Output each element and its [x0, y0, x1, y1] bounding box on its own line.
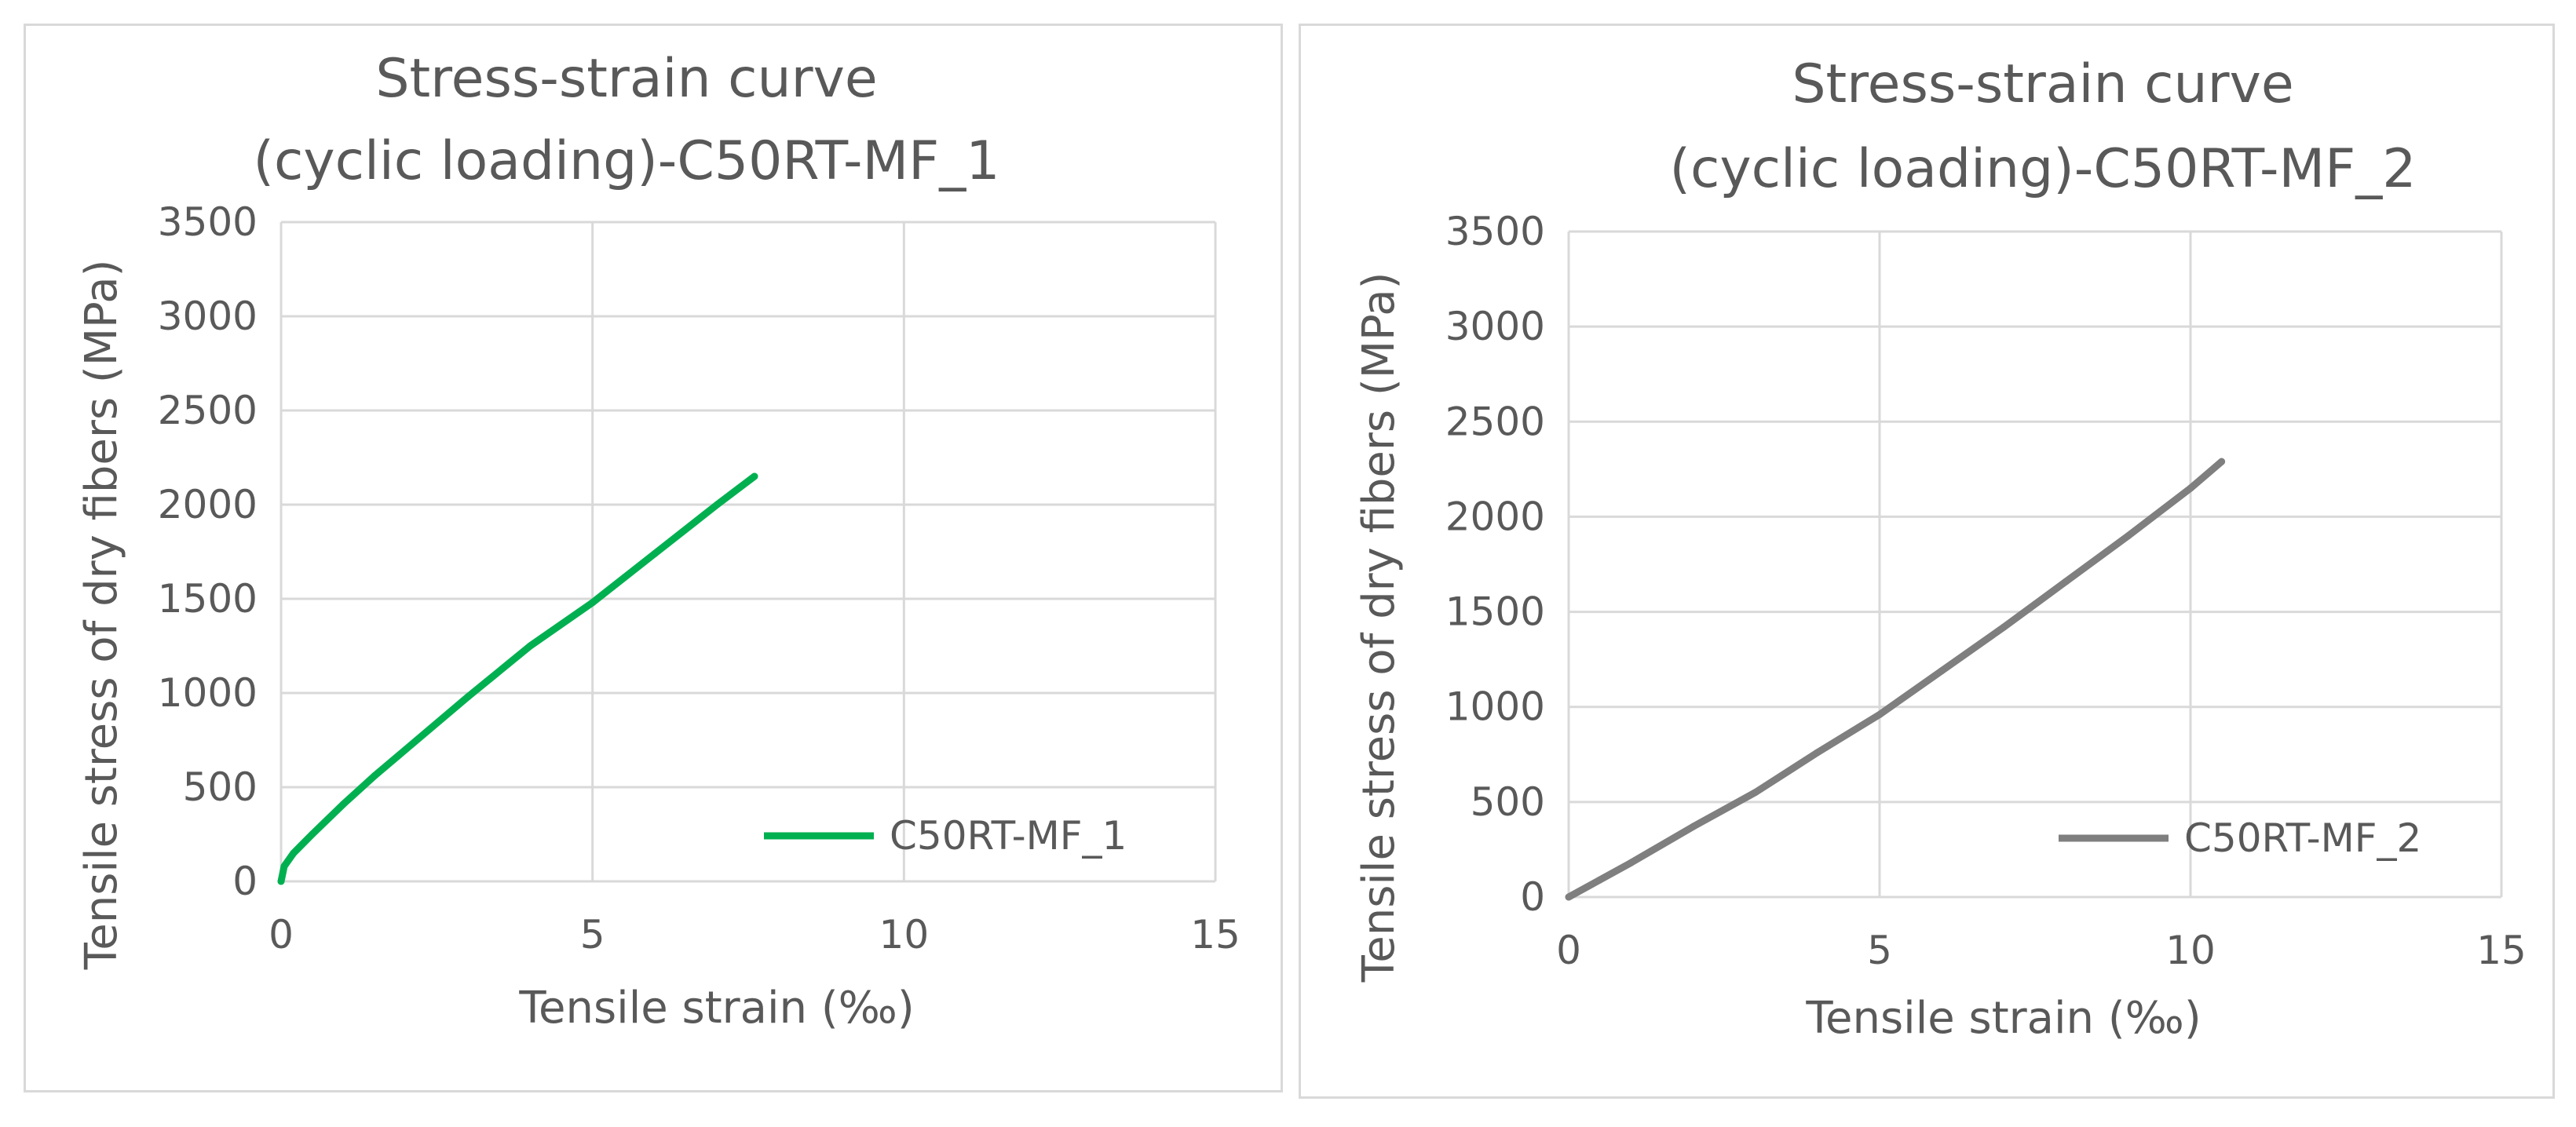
- data-point: [526, 642, 534, 650]
- data-point: [1565, 893, 1573, 901]
- data-point: [280, 863, 288, 870]
- stress-strain-chart-1: Stress-strain curve (cyclic loading)-C50R…: [76, 48, 1240, 1034]
- y-tick-label: 2500: [1445, 399, 1545, 444]
- x-tick-label: 0: [1556, 928, 1581, 973]
- series-line-c50rt-mf_2: [1565, 458, 2226, 901]
- y-tick-label: 1500: [1445, 589, 1545, 635]
- data-point: [371, 772, 378, 780]
- x-tick-label: 10: [879, 912, 930, 957]
- y-tick-label: 1000: [158, 670, 258, 716]
- data-point: [2000, 623, 2008, 631]
- x-tick-label: 15: [1190, 912, 1240, 957]
- legend-label: C50RT-MF_1: [890, 813, 1127, 859]
- y-tick-label: 2000: [158, 482, 258, 527]
- data-point: [1627, 859, 1635, 866]
- y-axis-label: Tensile stress of dry fibers (MPa): [1354, 272, 1405, 983]
- data-point: [402, 746, 410, 753]
- data-point: [464, 693, 472, 701]
- y-tick-label: 3000: [158, 294, 258, 339]
- y-axis-label: Tensile stress of dry fibers (MPa): [76, 260, 127, 971]
- data-point: [309, 830, 316, 838]
- y-tick-label: 0: [232, 859, 258, 904]
- chart-title-line-2: (cyclic loading)-C50RT-MF_2: [1669, 138, 2416, 200]
- y-tick-label: 500: [183, 764, 258, 810]
- y-tick-label: 3500: [158, 199, 258, 245]
- data-point: [2125, 532, 2132, 540]
- x-tick-label: 5: [580, 912, 605, 957]
- data-point: [339, 801, 347, 808]
- data-point: [1938, 667, 1946, 675]
- y-tick-label: 3500: [1445, 209, 1545, 254]
- y-tick-label: 2500: [158, 388, 258, 433]
- data-point: [651, 549, 659, 557]
- x-tick-label: 0: [269, 912, 294, 957]
- y-tick-label: 3000: [1445, 304, 1545, 349]
- data-point: [1876, 710, 1884, 718]
- chart-panel-2: Stress-strain curve (cyclic loading)-C50R…: [1299, 24, 2555, 1099]
- chart-title-line-1: Stress-strain curve: [375, 48, 877, 110]
- y-tick-label: 0: [1520, 874, 1545, 920]
- data-point: [2063, 578, 2070, 585]
- data-point: [1596, 876, 1604, 884]
- stress-strain-chart-2: Stress-strain curve (cyclic loading)-C50R…: [1354, 53, 2527, 1044]
- chart-title-line-1: Stress-strain curve: [1792, 53, 2293, 115]
- data-point: [751, 472, 758, 480]
- data-point: [1752, 789, 1759, 797]
- data-point: [589, 599, 597, 607]
- x-tick-label: 15: [2476, 928, 2527, 973]
- data-point: [2218, 458, 2226, 465]
- y-tick-label: 1500: [158, 576, 258, 622]
- data-point: [1814, 749, 1821, 757]
- data-point: [1689, 822, 1697, 830]
- data-point: [2187, 484, 2194, 492]
- legend-label: C50RT-MF_2: [2184, 815, 2421, 861]
- data-point: [290, 849, 298, 857]
- data-point: [713, 501, 721, 509]
- x-axis-label: Tensile strain (‰): [518, 983, 914, 1034]
- x-axis-label: Tensile strain (‰): [1805, 993, 2201, 1044]
- chart-panel-1: Stress-strain curve (cyclic loading)-C50R…: [24, 24, 1283, 1092]
- y-tick-label: 1000: [1445, 684, 1545, 730]
- data-point: [277, 877, 285, 885]
- series-line-c50rt-mf_1: [277, 472, 758, 885]
- x-tick-label: 5: [1867, 928, 1892, 973]
- y-tick-label: 2000: [1445, 494, 1545, 539]
- y-tick-label: 500: [1471, 779, 1545, 825]
- chart-title-line-2: (cyclic loading)-C50RT-MF_1: [253, 130, 999, 192]
- x-tick-label: 10: [2165, 928, 2216, 973]
